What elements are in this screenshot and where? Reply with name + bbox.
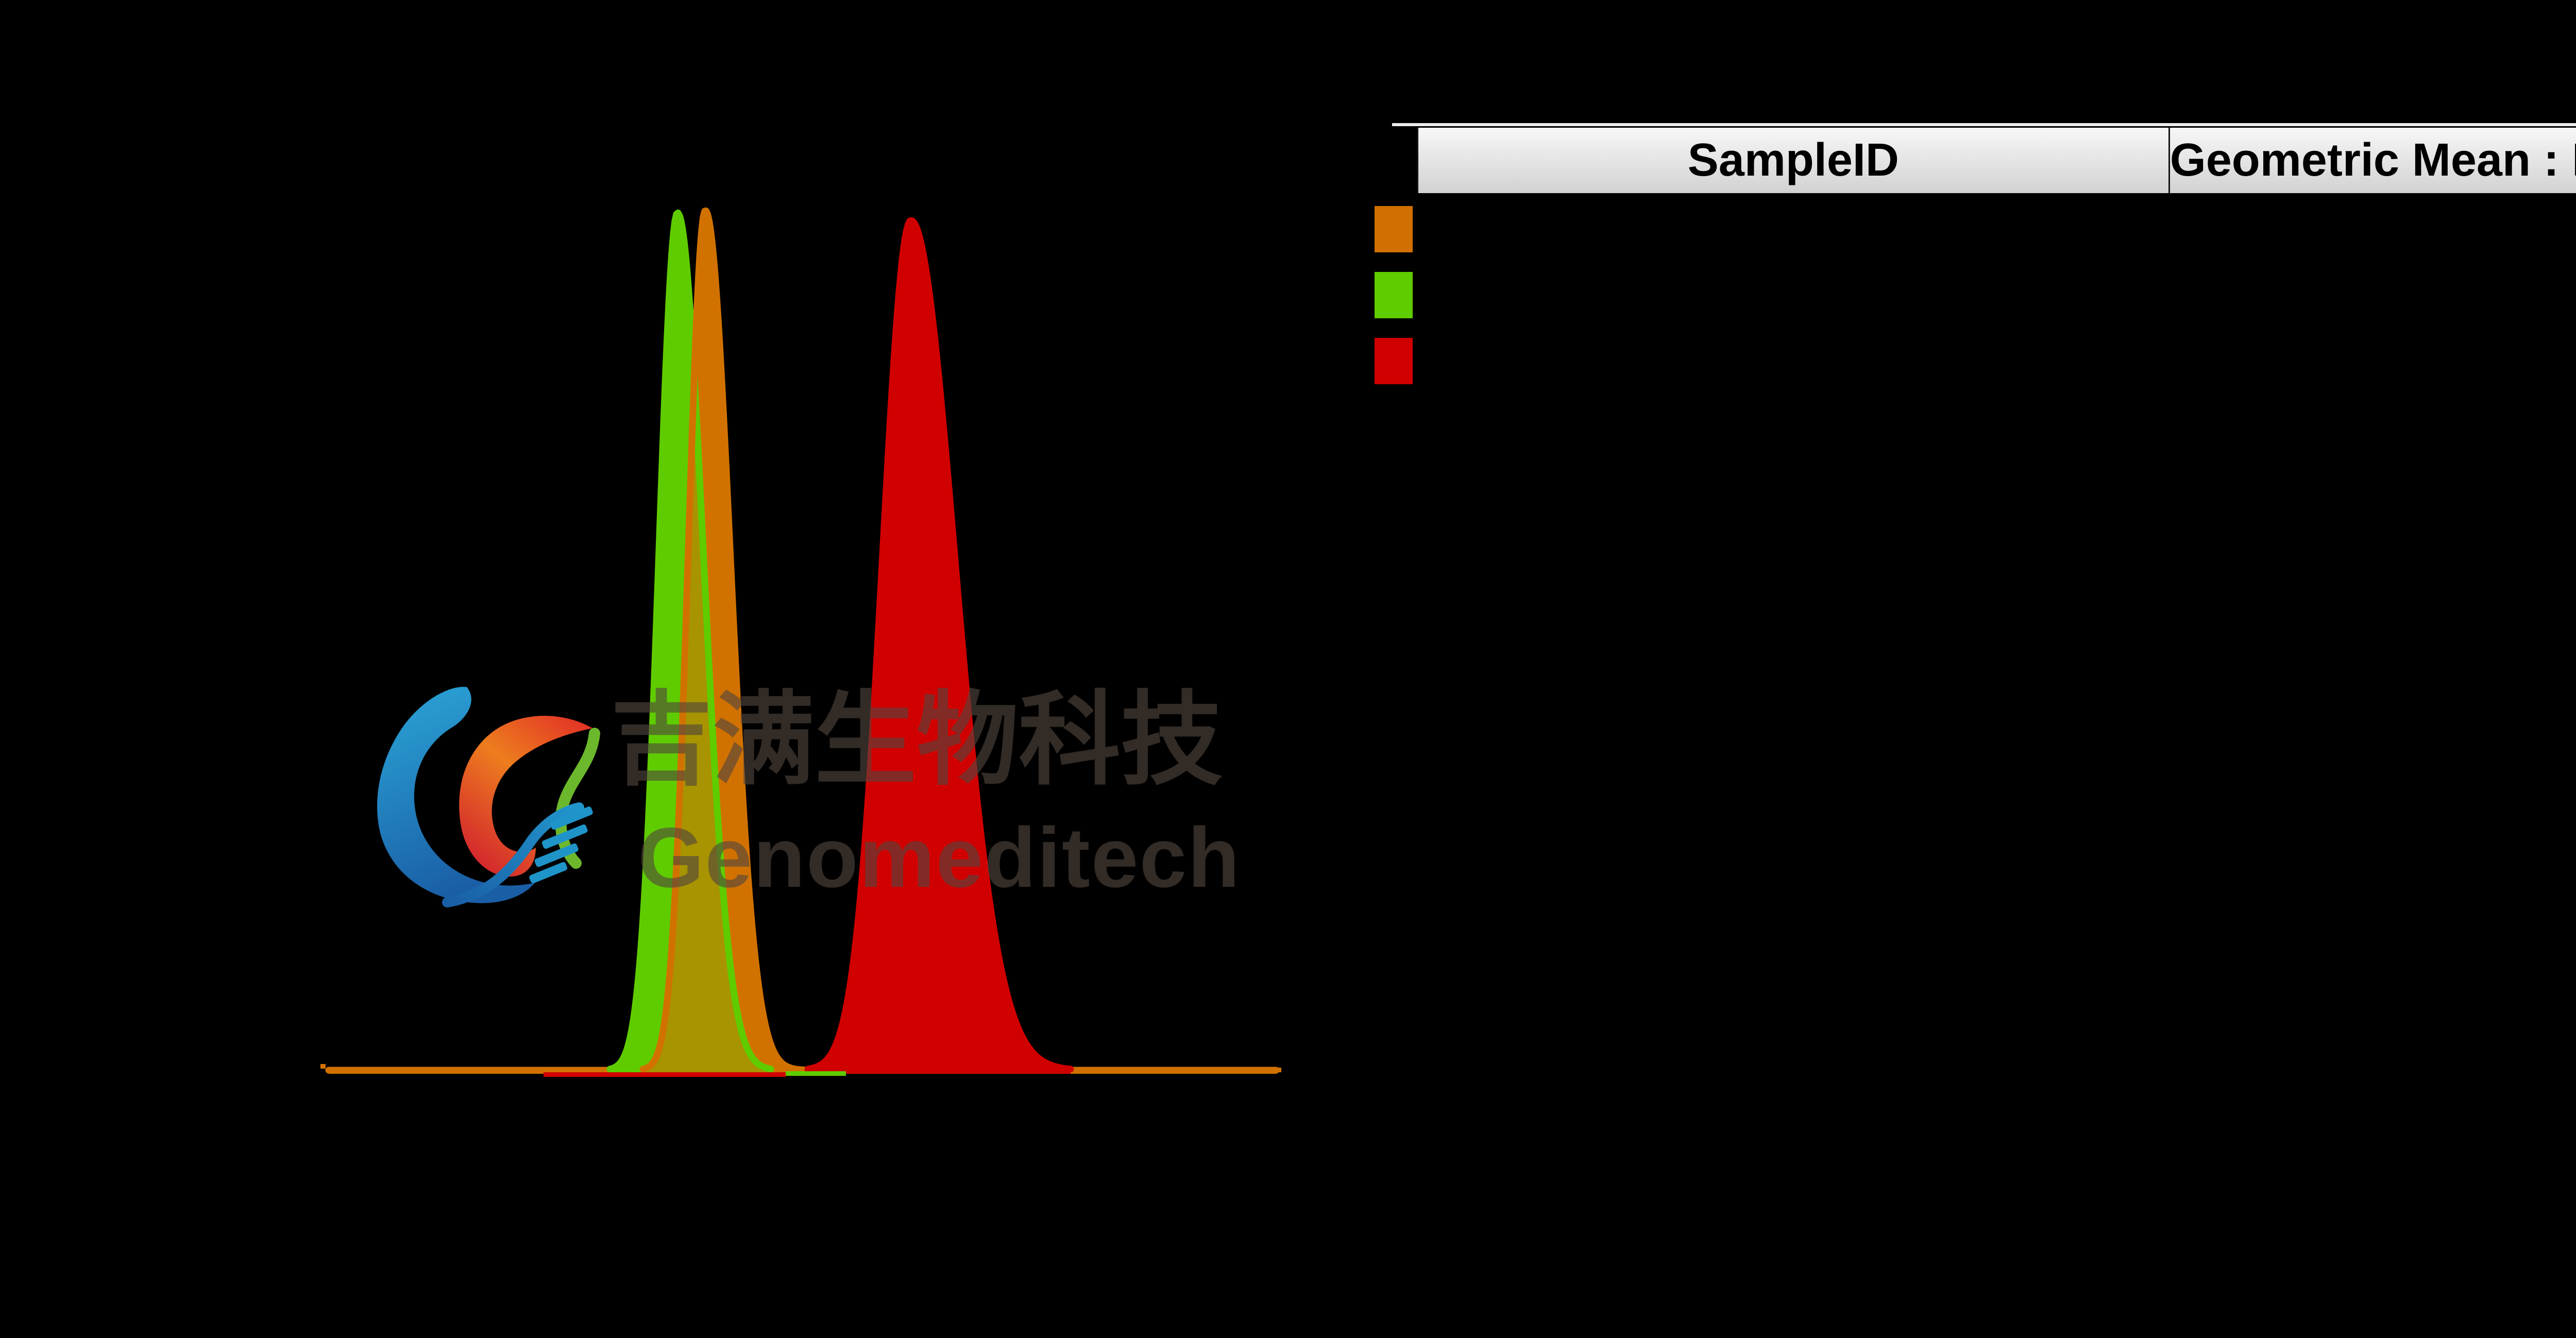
legend-rows (1375, 193, 2576, 391)
green-edge-stroke (687, 310, 774, 1073)
red-trace-stroke (804, 217, 1074, 1073)
orange-trace-stroke (325, 207, 1280, 1074)
baseline-left-nub (320, 1064, 326, 1069)
red-baseline-segment (544, 1072, 786, 1077)
watermark-en-text: Genomeditech (638, 810, 1241, 905)
genomeditech-logo (377, 687, 600, 907)
header-cell-geomean: Geometric Mean : FL11-H (2170, 134, 2576, 186)
results-table: SampleID Geometric Mean : FL11-H (1417, 128, 2576, 193)
legend-row (1375, 325, 2576, 391)
orange-peak-stroke (639, 208, 798, 1073)
logo-green-rail (555, 728, 600, 869)
table-header: SampleID Geometric Mean : FL11-H (1417, 128, 2576, 193)
legend-swatch (1375, 272, 1413, 318)
legend-swatch (1375, 206, 1413, 252)
red-trace-fill (808, 220, 1071, 1074)
logo-dna-rail (442, 802, 584, 907)
watermark-cn-text: 吉满生物科技 (611, 680, 1223, 799)
logo-blue-swirl (377, 687, 535, 903)
legend-row (1375, 193, 2576, 259)
logo-flame (459, 715, 592, 877)
legend-row (1375, 259, 2576, 325)
green-baseline-segment (786, 1071, 846, 1076)
baseline-right-nub (1277, 1068, 1281, 1072)
table-top-border (1392, 123, 2576, 126)
header-cell-sampleid: SampleID (1418, 128, 2170, 193)
legend-swatch (1375, 338, 1413, 384)
orange-trace-fill (329, 211, 1277, 1074)
logo-dna-rungs (529, 806, 593, 884)
